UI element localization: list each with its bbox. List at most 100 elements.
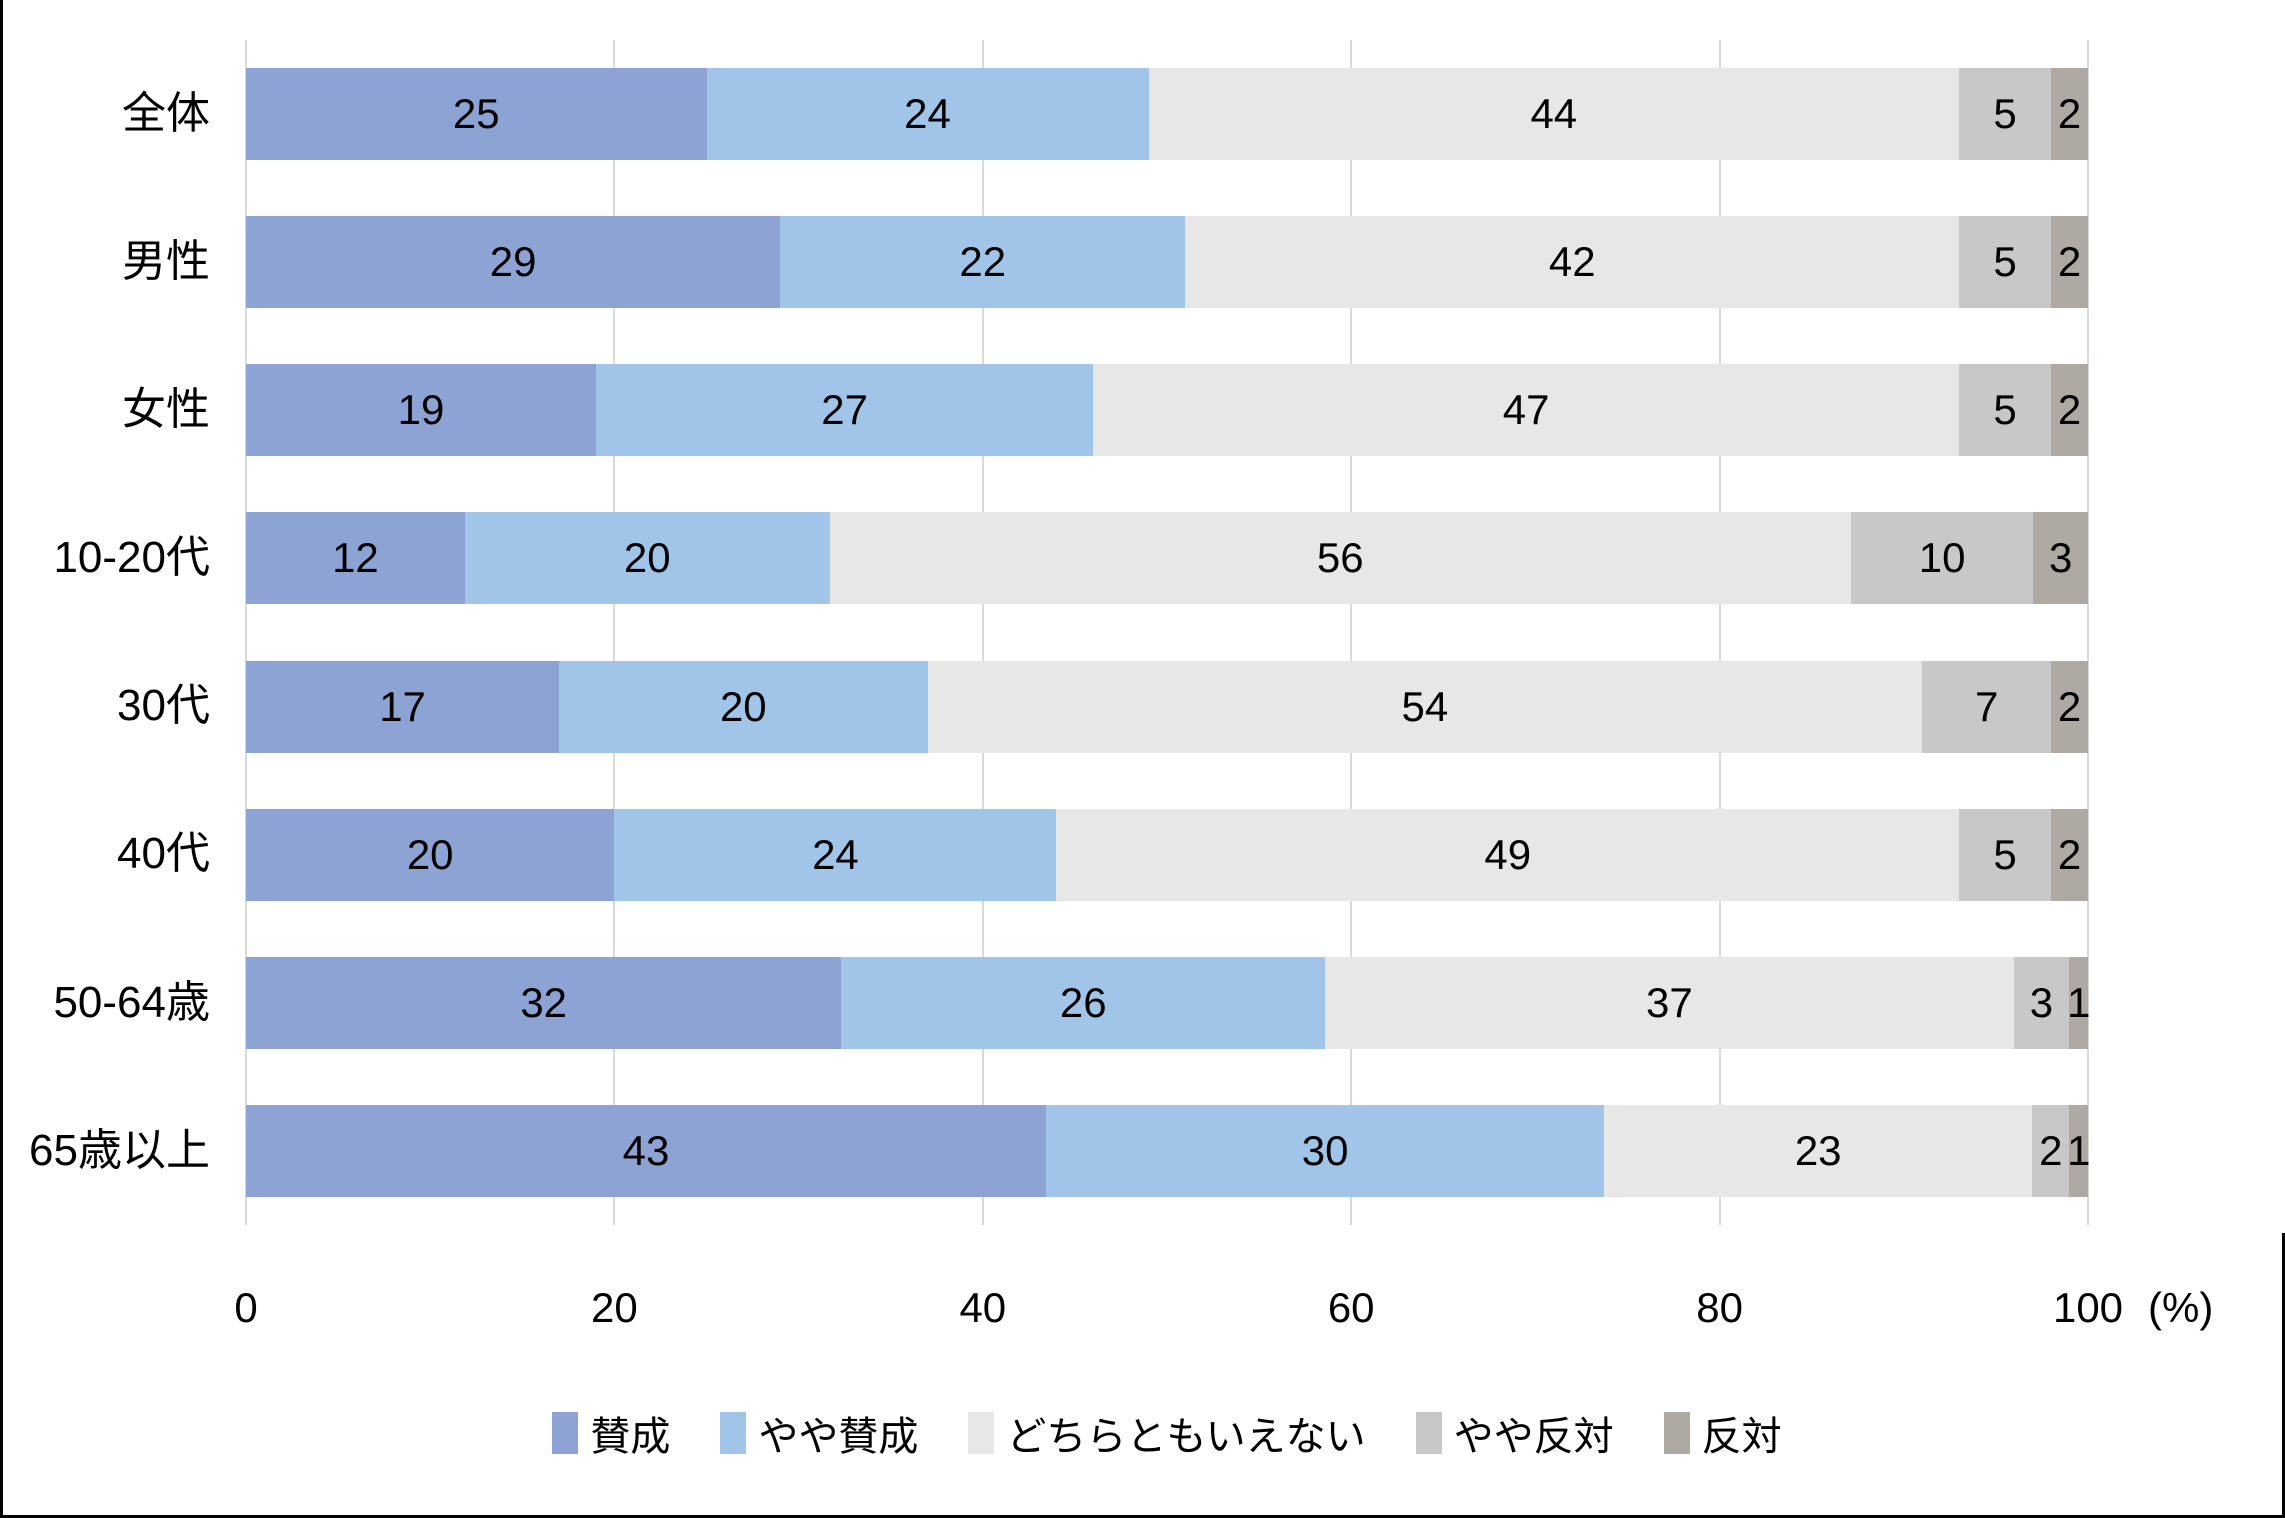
value-label: 44: [1530, 90, 1578, 138]
category-label: 全体: [122, 88, 210, 138]
value-label: 24: [812, 830, 859, 878]
legend-item: 賛成: [552, 1404, 670, 1462]
value-label: 29: [489, 238, 537, 286]
category-label: 65歳以上: [29, 1125, 210, 1175]
bar-segment: 49: [1056, 808, 1960, 901]
bar-segment: 24: [614, 808, 1057, 901]
bar-segment: 20: [559, 660, 928, 753]
bar-segment: 2: [2051, 364, 2088, 457]
gridline: [981, 40, 984, 1225]
stacked-bar: 12 20 56 10 3: [246, 512, 2088, 605]
gridline: [1350, 40, 1353, 1225]
value-label: 1: [2066, 1126, 2091, 1174]
category-label: 30代: [117, 681, 210, 731]
bar-segment: 42: [1185, 216, 1960, 309]
bar-row: 全体 25 24 44 5 2: [0, 40, 2088, 188]
stacked-bar: 17 20 54 7 2: [246, 660, 2088, 753]
x-axis-tick-label: 60: [1327, 1284, 1375, 1331]
value-label: 43: [622, 1126, 670, 1174]
bar-segment: 1: [2066, 1104, 2091, 1197]
frame-border-right: [2282, 1233, 2285, 1518]
legend-marker: [968, 1412, 995, 1454]
bar-segment: 3: [2033, 512, 2088, 605]
bar-segment: 7: [1922, 660, 2052, 753]
bar-segment: 5: [1959, 216, 2052, 309]
bar-segment: 32: [246, 956, 842, 1049]
legend-item: やや賛成: [720, 1404, 918, 1462]
value-label: 5: [1993, 90, 2017, 138]
gridline: [1718, 40, 1721, 1225]
bar-segment: 2: [2051, 68, 2088, 161]
value-label: 17: [379, 682, 426, 730]
value-label: 32: [520, 978, 568, 1026]
legend-label: どちらともいえない: [1006, 1415, 1366, 1459]
legend-label: 反対: [1701, 1415, 1782, 1459]
x-axis-tick-label: 80: [1696, 1284, 1743, 1331]
category-label: 50-64歳: [53, 977, 210, 1027]
bar-segment: 17: [246, 660, 560, 753]
value-label: 54: [1401, 682, 1449, 730]
x-axis-unit-label: (%): [2148, 1284, 2214, 1331]
stacked-bar: 43 30 23 2 1: [246, 1104, 2091, 1197]
gridline: [613, 40, 616, 1225]
stacked-bar: 19 27 47 5 2: [246, 364, 2088, 457]
bar-segment: 1: [2067, 956, 2090, 1049]
bar-segment: 25: [246, 68, 707, 161]
category-label: 10-20代: [53, 533, 210, 583]
x-axis-tick-label: 100: [2052, 1284, 2124, 1331]
value-label: 5: [1993, 238, 2017, 286]
bar-segment: 47: [1093, 364, 1960, 457]
legend-marker: [720, 1412, 747, 1454]
value-label: 3: [2029, 978, 2054, 1026]
gridline: [245, 40, 247, 1225]
value-label: 12: [332, 534, 379, 582]
bar-segment: 26: [841, 956, 1326, 1049]
value-label: 22: [959, 238, 1007, 286]
x-axis-tick-label: 40: [959, 1284, 1007, 1331]
bar-segment: 30: [1046, 1104, 1605, 1197]
stacked-bar: 32 26 37 3 1: [246, 956, 2090, 1049]
bar-segment: 12: [246, 512, 465, 605]
plot-area: 全体 25 24 44 5 2 男性 29 22 42 5 2 女性 19 27 47 5 2 10-20代 12 20…: [0, 40, 2091, 1225]
bar-row: 10-20代 12 20 56 10 3: [0, 484, 2088, 632]
value-label: 23: [1794, 1126, 1842, 1174]
value-label: 37: [1645, 978, 1693, 1026]
bar-segment: 5: [1959, 68, 2052, 161]
value-label: 7: [1974, 682, 1999, 730]
stacked-bar: 20 24 49 5 2: [246, 808, 2088, 901]
value-label: 5: [1993, 386, 2017, 434]
bar-segment: 29: [246, 216, 781, 309]
value-label: 2: [2057, 682, 2082, 730]
value-label: 2: [2057, 90, 2082, 138]
value-label: 56: [1316, 534, 1364, 582]
bar-segment: 19: [246, 364, 596, 457]
legend-item: どちらともいえない: [968, 1404, 1366, 1462]
value-label: 47: [1502, 386, 1550, 434]
x-axis-tick-label: 0: [234, 1284, 258, 1331]
stacked-bar: 29 22 42 5 2: [246, 216, 2088, 309]
bar-segment: 5: [1959, 364, 2052, 457]
bar-row: 男性 29 22 42 5 2: [0, 188, 2088, 336]
bar-segment: 43: [246, 1104, 1047, 1197]
value-label: 25: [452, 90, 500, 138]
gridline: [2087, 40, 2089, 1225]
value-label: 24: [904, 90, 951, 138]
legend-label: やや反対: [1453, 1415, 1614, 1459]
bar-segment: 2: [2051, 216, 2088, 309]
bar-row: 65歳以上 43 30 23 2 1: [0, 1077, 2091, 1225]
bar-segment: 2: [2032, 1104, 2070, 1197]
bar-segment: 56: [829, 512, 1851, 605]
legend-label: やや賛成: [758, 1415, 919, 1459]
category-label: 女性: [122, 385, 210, 435]
bar-segment: 37: [1325, 956, 2014, 1049]
value-label: 42: [1548, 238, 1596, 286]
category-label: 40代: [117, 829, 210, 879]
legend-marker: [1415, 1412, 1442, 1454]
legend-label: 賛成: [590, 1415, 671, 1459]
bar-segment: 3: [2013, 956, 2070, 1049]
stacked-bar: 25 24 44 5 2: [246, 68, 2088, 161]
value-label: 2: [2057, 238, 2082, 286]
legend-item: 反対: [1663, 1404, 1782, 1462]
value-label: 3: [2048, 534, 2073, 582]
value-label: 2: [2039, 1126, 2063, 1174]
